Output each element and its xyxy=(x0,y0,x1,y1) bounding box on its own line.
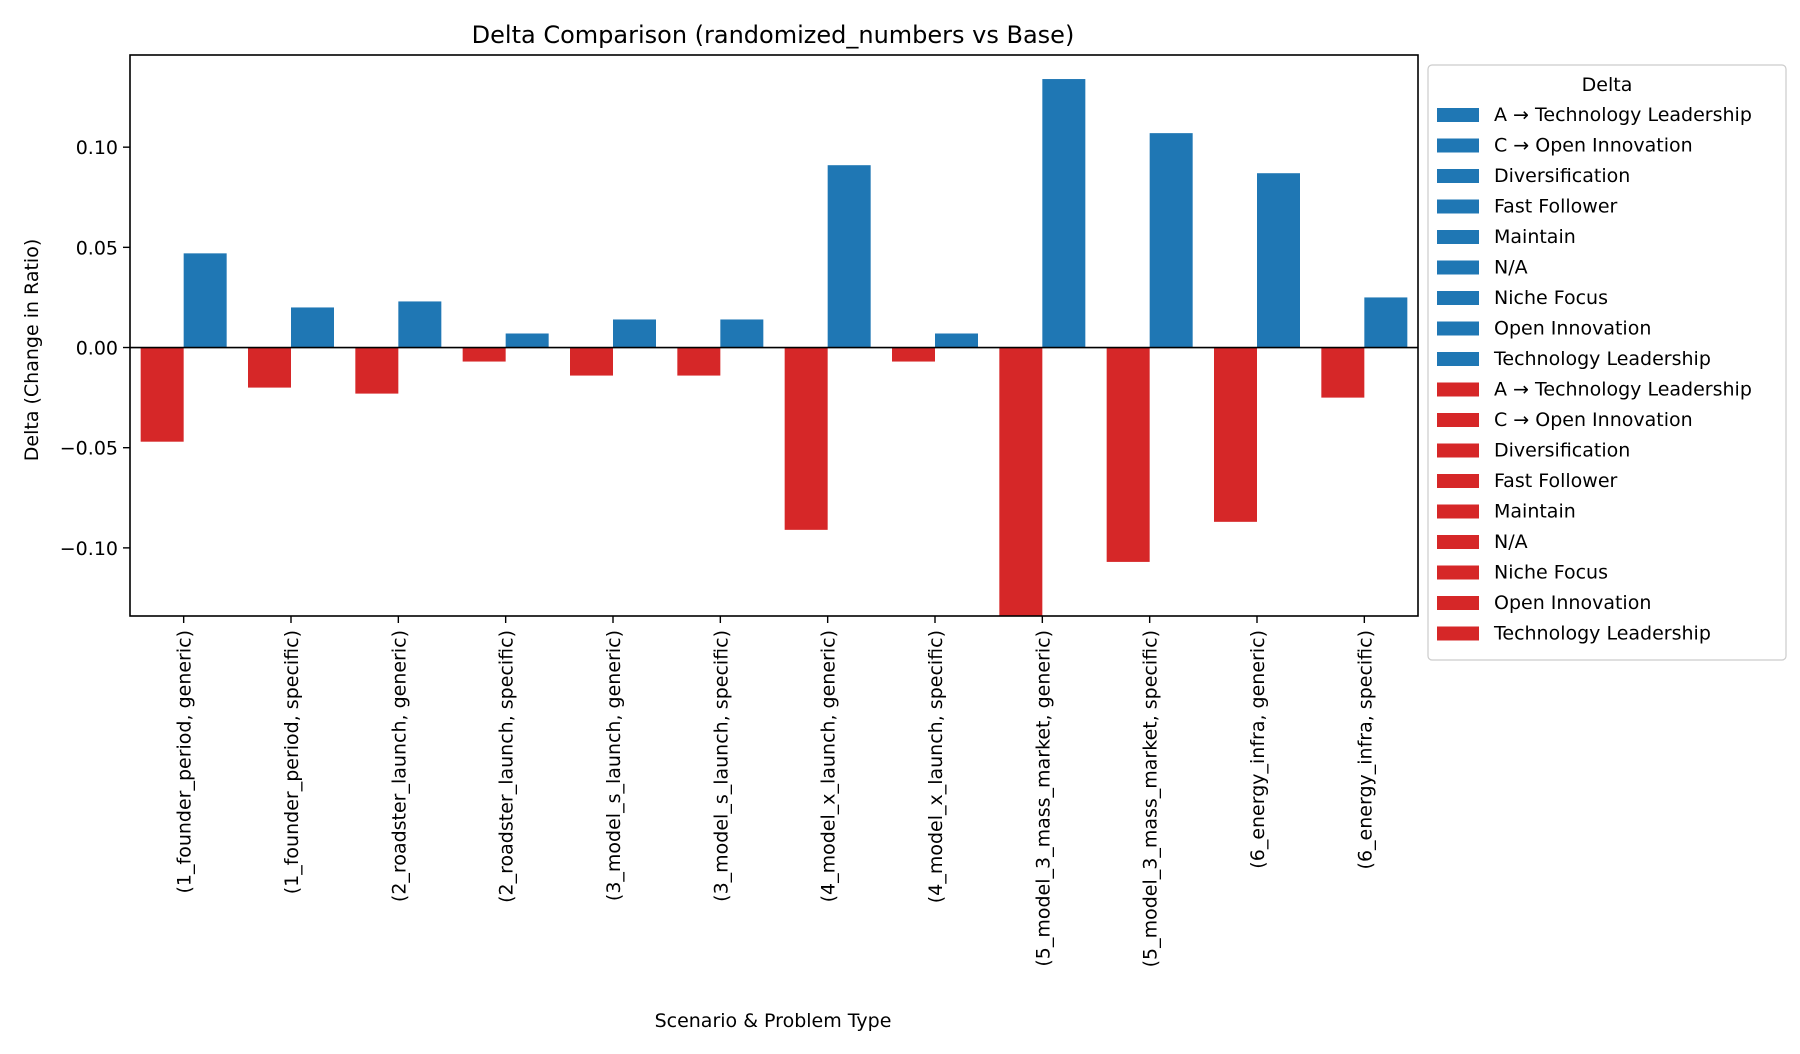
bar-negative-10 xyxy=(1106,347,1150,562)
legend-swatch xyxy=(1437,535,1479,549)
legend-label: Niche Focus xyxy=(1494,287,1608,309)
legend-swatch xyxy=(1437,626,1479,641)
legend-label: A → Technology Leadership xyxy=(1494,379,1752,401)
x-tick-label: (5_model_3_mass_market, specific) xyxy=(1140,630,1162,967)
legend-swatch xyxy=(1437,474,1479,488)
legend-title: Delta xyxy=(1582,74,1633,96)
legend-label: C → Open Innovation xyxy=(1494,135,1693,157)
bar-negative-8 xyxy=(892,347,935,362)
legend-swatch xyxy=(1437,260,1479,275)
chart-title: Delta Comparison (randomized_numbers vs … xyxy=(472,21,1075,49)
legend-label: Fast Follower xyxy=(1494,196,1618,218)
legend-swatch xyxy=(1437,230,1479,244)
y-tick-label: 0.05 xyxy=(76,237,118,259)
y-tick-label: 0.10 xyxy=(76,137,118,159)
x-tick-label: (3_model_s_launch, generic) xyxy=(603,630,625,901)
bar-positive-11 xyxy=(1257,173,1300,348)
legend-swatch xyxy=(1437,596,1479,610)
bar-negative-6 xyxy=(677,347,721,376)
legend-label: C → Open Innovation xyxy=(1494,409,1693,431)
bar-positive-1 xyxy=(183,253,227,348)
x-tick-label: (6_energy_infra, specific) xyxy=(1354,630,1376,869)
bars-group xyxy=(140,79,1408,616)
bar-positive-5 xyxy=(613,319,656,348)
legend-swatch xyxy=(1437,443,1479,458)
legend-label: Niche Focus xyxy=(1494,562,1608,584)
legend-label: Open Innovation xyxy=(1494,318,1651,340)
legend: Delta A → Technology Leadership C → Open … xyxy=(1427,64,1787,661)
legend-swatch xyxy=(1437,504,1479,519)
legend-swatch xyxy=(1437,413,1479,427)
plot-frame xyxy=(129,54,1419,617)
legend-label: Technology Leadership xyxy=(1493,623,1711,645)
bar-positive-7 xyxy=(827,165,871,348)
bar-negative-7 xyxy=(784,347,828,530)
legend-label: Maintain xyxy=(1494,501,1576,523)
bar-positive-9 xyxy=(1042,79,1086,348)
legend-label: N/A xyxy=(1494,531,1528,553)
x-tick-label: (1_founder_period, generic) xyxy=(174,630,196,894)
legend-box xyxy=(1427,64,1787,661)
bar-positive-6 xyxy=(720,319,764,348)
legend-label: Diversification xyxy=(1494,165,1630,187)
legend-label: Fast Follower xyxy=(1494,470,1618,492)
legend-swatch xyxy=(1437,138,1479,153)
legend-label: A → Technology Leadership xyxy=(1494,104,1752,126)
bar-positive-10 xyxy=(1149,133,1193,348)
legend-label: Maintain xyxy=(1494,226,1576,248)
x-tick-label: (3_model_s_launch, specific) xyxy=(710,630,732,902)
x-axis-label: Scenario & Problem Type xyxy=(655,1010,892,1032)
x-tick-label: (5_model_3_mass_market, generic) xyxy=(1032,630,1054,967)
bar-negative-11 xyxy=(1214,347,1257,522)
legend-swatch xyxy=(1437,291,1479,305)
y-tick-label: −0.10 xyxy=(60,538,118,560)
legend-swatch xyxy=(1437,321,1479,336)
legend-swatch xyxy=(1437,382,1479,397)
x-tick-label: (2_roadster_launch, specific) xyxy=(496,630,518,903)
bar-negative-2 xyxy=(248,347,291,388)
y-axis-label: Delta (Change in Ratio) xyxy=(21,239,43,461)
legend-swatch xyxy=(1437,199,1479,214)
bar-negative-12 xyxy=(1321,347,1365,398)
legend-label: Technology Leadership xyxy=(1493,348,1711,370)
legend-label: Diversification xyxy=(1494,440,1630,462)
bar-negative-1 xyxy=(140,347,184,442)
x-tick-label: (6_energy_infra, generic) xyxy=(1247,630,1269,869)
legend-swatch xyxy=(1437,565,1479,580)
bar-negative-4 xyxy=(462,347,506,362)
bar-positive-2 xyxy=(291,307,334,348)
bar-negative-3 xyxy=(355,347,399,394)
legend-label: Open Innovation xyxy=(1494,592,1651,614)
bar-positive-12 xyxy=(1364,297,1408,348)
bar-positive-8 xyxy=(935,333,978,348)
y-tick-label: 0.00 xyxy=(76,338,118,360)
bar-positive-4 xyxy=(505,333,549,348)
x-ticks-group: (1_founder_period, generic) (1_founder_pe… xyxy=(174,616,1376,967)
bar-negative-5 xyxy=(570,347,613,376)
y-tick-label: −0.05 xyxy=(60,438,118,460)
x-tick-label: (1_founder_period, specific) xyxy=(281,630,303,894)
x-tick-label: (4_model_x_launch, generic) xyxy=(818,630,840,902)
bar-positive-3 xyxy=(398,301,442,348)
legend-entries: A → Technology Leadership C → Open Innova… xyxy=(1437,104,1752,645)
legend-swatch xyxy=(1437,352,1479,366)
x-tick-label: (4_model_x_launch, specific) xyxy=(925,630,947,903)
legend-swatch xyxy=(1437,108,1479,122)
bar-negative-9 xyxy=(999,347,1043,616)
legend-swatch xyxy=(1437,169,1479,183)
x-tick-label: (2_roadster_launch, generic) xyxy=(388,630,410,902)
y-ticks-group: −0.10 −0.05 0.00 0.05 0.10 xyxy=(60,137,130,560)
legend-label: N/A xyxy=(1494,257,1528,279)
